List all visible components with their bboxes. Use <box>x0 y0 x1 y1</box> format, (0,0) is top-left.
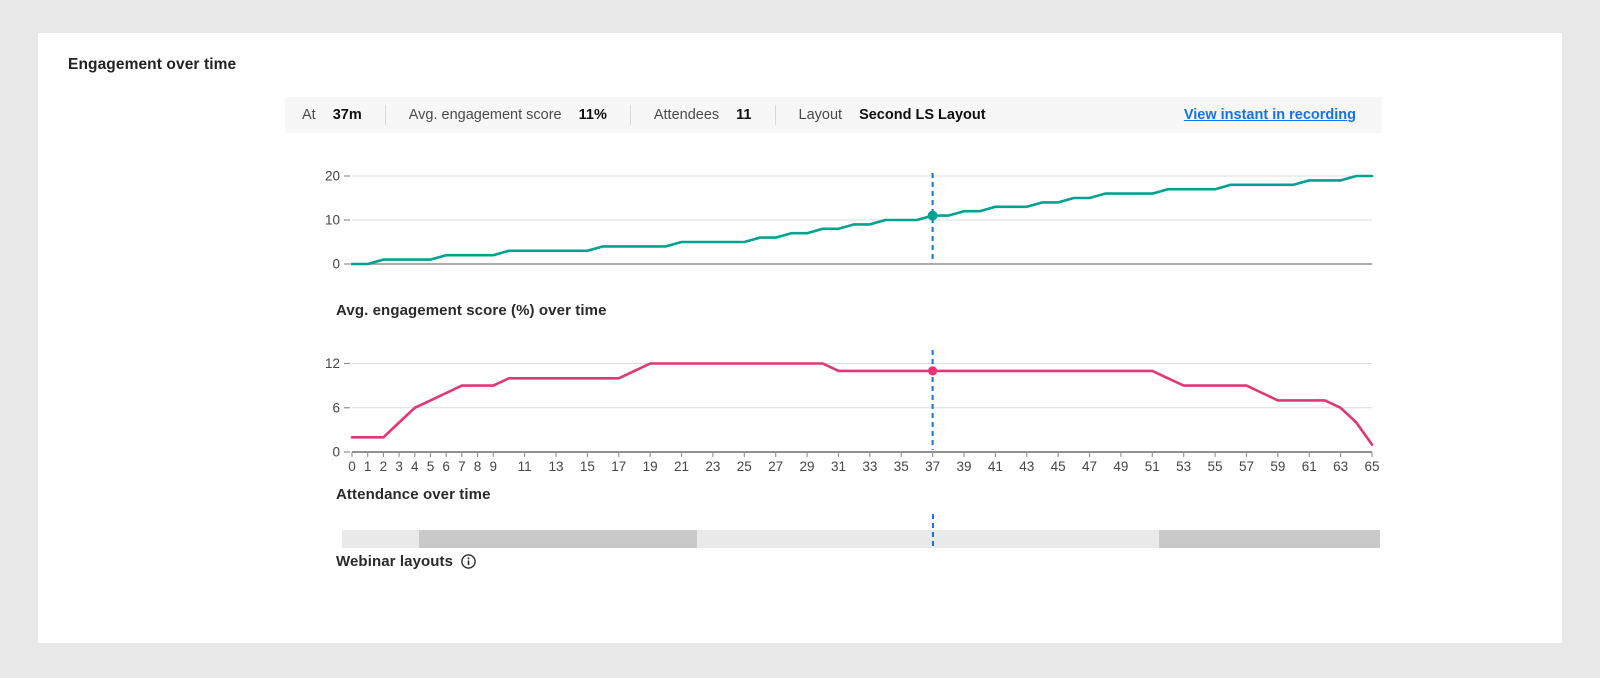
info-icon[interactable] <box>460 553 477 570</box>
y-axis-label: 0 <box>332 257 340 272</box>
stat-label: Attendees <box>653 107 720 123</box>
x-axis-label: 5 <box>427 459 435 474</box>
x-axis-label: 27 <box>768 459 783 474</box>
engagement-score-caption: Avg. engagement score (%) over time <box>336 302 607 319</box>
instant-stats-bar: At 37m Avg. engagement score 11% Attendees 11… <box>285 97 1382 133</box>
x-axis-label: 53 <box>1176 459 1191 474</box>
x-axis-label: 61 <box>1302 459 1317 474</box>
panel-title: Engagement over time <box>68 56 237 73</box>
avg_engagement_score-line <box>350 174 1374 266</box>
x-axis-label: 15 <box>580 459 595 474</box>
x-axis-label: 17 <box>611 459 626 474</box>
x-axis-label: 29 <box>800 459 815 474</box>
layout-segment-4[interactable] <box>1158 530 1380 548</box>
engagement-panel: Engagement over time At 37m Avg. engagemen… <box>38 33 1562 643</box>
stats-divider <box>774 105 776 125</box>
x-axis-label: 25 <box>737 459 752 474</box>
y-axis-label: 20 <box>325 169 340 184</box>
x-axis-label: 3 <box>395 459 403 474</box>
stat-label: Layout <box>798 107 843 123</box>
instant-marker-dot <box>927 210 938 221</box>
attendance-line <box>350 362 1374 446</box>
x-axis-label: 11 <box>518 459 532 474</box>
layout-segment-1[interactable] <box>342 530 419 548</box>
instant-stats-items: At 37m Avg. engagement score 11% Attendees 11… <box>302 105 986 125</box>
y-axis-label: 12 <box>325 356 340 371</box>
stat-value: 11% <box>578 107 607 123</box>
x-axis-label: 39 <box>956 459 971 474</box>
x-axis-label: 51 <box>1145 459 1160 474</box>
view-instant-in-recording-link[interactable]: View instant in recording <box>1183 107 1356 123</box>
webinar-layouts-caption: Webinar layouts <box>336 553 477 570</box>
layout-segment-2[interactable] <box>418 530 697 548</box>
x-axis-label: 33 <box>862 459 877 474</box>
attendance-caption: Attendance over time <box>336 486 491 503</box>
x-axis-label: 31 <box>831 459 846 474</box>
instant-marker-dot <box>928 366 938 376</box>
x-axis-label: 2 <box>380 459 388 474</box>
stat-item: Avg. engagement score 11% <box>409 107 607 123</box>
x-axis-label: 6 <box>442 459 450 474</box>
x-axis-label: 8 <box>474 459 482 474</box>
stat-value: 37m <box>332 107 362 123</box>
x-axis-label: 0 <box>348 459 356 474</box>
x-axis-label: 65 <box>1364 459 1379 474</box>
x-axis-label: 21 <box>674 459 689 474</box>
stats-divider <box>629 105 631 125</box>
x-axis-label: 13 <box>548 459 563 474</box>
x-axis-label: 55 <box>1208 459 1223 474</box>
x-axis-label: 63 <box>1333 459 1348 474</box>
y-axis-label: 6 <box>332 400 340 415</box>
y-axis-label: 10 <box>325 213 340 228</box>
x-axis-label: 57 <box>1239 459 1254 474</box>
x-axis-label: 37 <box>925 459 940 474</box>
webinar-layouts-label: Webinar layouts <box>336 553 454 570</box>
x-axis-label: 47 <box>1082 459 1097 474</box>
x-axis-label: 1 <box>364 459 372 474</box>
x-axis-label: 45 <box>1051 459 1066 474</box>
y-axis-label: 0 <box>332 445 340 460</box>
x-axis-label: 35 <box>894 459 909 474</box>
x-axis-label: 19 <box>643 459 658 474</box>
stat-item: Layout Second LS Layout <box>799 107 986 123</box>
stats-divider <box>384 105 386 125</box>
stat-item: Attendees 11 <box>654 107 752 123</box>
stat-item: At 37m <box>302 107 362 123</box>
stat-value: Second LS Layout <box>859 107 986 123</box>
stat-label: Avg. engagement score <box>408 107 562 123</box>
engagement-score-chart[interactable]: 0 10 20 <box>38 150 1562 290</box>
stat-label: At <box>302 107 316 123</box>
x-axis-label: 41 <box>988 459 1003 474</box>
stat-value: 11 <box>736 107 752 123</box>
x-axis-label: 4 <box>411 459 419 474</box>
x-axis-label: 59 <box>1270 459 1285 474</box>
x-axis-label: 43 <box>1019 459 1034 474</box>
x-axis-label: 9 <box>489 459 497 474</box>
layout-segment-3[interactable] <box>696 530 1159 548</box>
x-axis-label: 7 <box>458 459 466 474</box>
x-axis-label: 49 <box>1113 459 1128 474</box>
webinar-layouts-strip[interactable] <box>342 530 1380 548</box>
x-axis-label: 23 <box>705 459 720 474</box>
